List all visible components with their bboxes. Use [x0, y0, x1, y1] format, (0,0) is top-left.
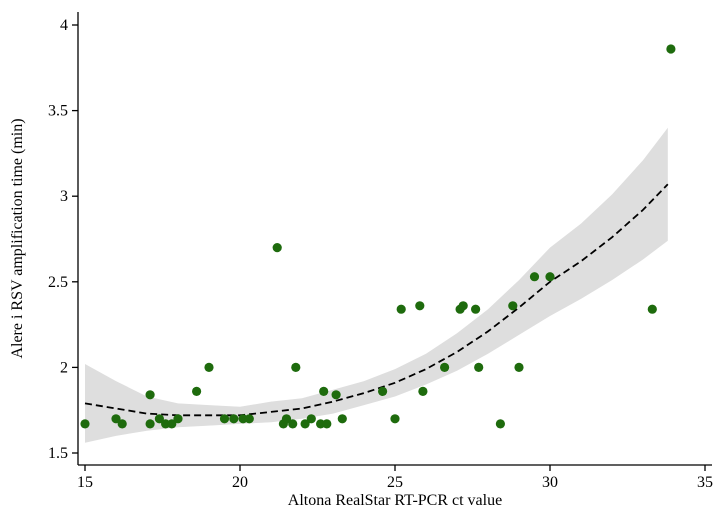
data-point [337, 414, 347, 424]
data-point [219, 414, 230, 424]
confidence-band-layer [85, 127, 668, 443]
data-point [111, 414, 121, 424]
y-axis-title: Alere i RSV amplification time (min) [9, 118, 26, 358]
y-tick-label: 2.5 [48, 274, 68, 291]
data-point [145, 390, 155, 400]
data-point [529, 272, 540, 282]
data-point [396, 304, 406, 314]
y-tick-label: 3.5 [48, 103, 68, 120]
data-point [167, 419, 177, 429]
data-point [508, 301, 518, 311]
data-point [173, 414, 183, 424]
y-tick-label: 3 [60, 188, 68, 205]
data-point [440, 362, 450, 372]
data-point [154, 414, 164, 424]
data-point [647, 304, 657, 314]
data-point [244, 414, 254, 424]
data-point [204, 362, 214, 372]
data-point [288, 419, 298, 429]
data-point [545, 272, 555, 282]
fit-line-layer [84, 183, 669, 417]
x-tick-label: 15 [77, 474, 93, 491]
data-point [390, 414, 400, 424]
data-point [291, 362, 301, 372]
data-point [281, 414, 292, 424]
data-point [145, 419, 155, 429]
data-point [418, 386, 428, 396]
data-point [474, 362, 484, 372]
confidence-band [85, 127, 668, 443]
data-points-layer [80, 44, 676, 429]
y-tick-label: 1.5 [48, 445, 68, 462]
data-point [300, 419, 310, 429]
data-point [378, 386, 388, 396]
x-ticks: 15 20 25 30 35 [77, 465, 713, 491]
data-point [80, 419, 90, 429]
x-tick-label: 20 [232, 474, 248, 491]
fit-line [84, 183, 669, 417]
data-point [471, 304, 481, 314]
data-point [666, 44, 676, 54]
x-tick-label: 35 [697, 474, 713, 491]
x-tick-label: 30 [542, 474, 558, 491]
data-point [415, 301, 425, 311]
data-point [306, 414, 316, 424]
x-axis-title: Altona RealStar RT-PCR ct value [288, 492, 502, 509]
data-point [514, 362, 524, 372]
data-point [117, 419, 127, 429]
data-point [322, 419, 332, 429]
y-tick-label: 4 [60, 17, 68, 34]
y-tick-label: 2 [60, 359, 68, 376]
data-point [319, 386, 329, 396]
y-ticks: 1.5 2 2.5 3 3.5 4 [48, 17, 78, 462]
x-tick-label: 25 [387, 474, 403, 491]
data-point [192, 386, 202, 396]
data-point [331, 390, 341, 400]
data-point [458, 301, 468, 311]
data-point [272, 243, 282, 253]
data-point [229, 414, 239, 424]
data-point [495, 419, 505, 429]
